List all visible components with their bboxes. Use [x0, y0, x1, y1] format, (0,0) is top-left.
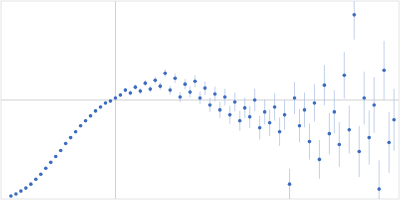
- error-bar: [379, 160, 380, 199]
- data-point: [218, 108, 222, 112]
- data-point: [387, 141, 391, 145]
- data-point: [29, 182, 33, 186]
- data-point: [183, 82, 187, 86]
- data-point: [39, 172, 43, 176]
- data-point: [352, 13, 356, 17]
- chart-svg: [0, 0, 400, 200]
- data-point: [134, 85, 138, 89]
- data-point: [233, 100, 237, 104]
- plot-area: [1, 0, 399, 200]
- data-point: [288, 182, 292, 186]
- data-point: [24, 186, 28, 190]
- chart-container: [0, 0, 400, 200]
- data-point: [59, 149, 63, 153]
- data-point: [84, 119, 88, 123]
- data-point: [79, 124, 83, 128]
- data-point: [114, 96, 118, 100]
- data-point: [298, 124, 302, 128]
- data-point: [243, 106, 247, 110]
- data-point: [377, 187, 381, 191]
- data-point: [178, 95, 182, 99]
- data-point: [49, 161, 53, 165]
- data-point: [158, 84, 162, 88]
- data-point: [148, 87, 152, 91]
- data-point: [223, 95, 227, 99]
- data-point: [263, 110, 267, 114]
- data-point: [119, 93, 123, 97]
- data-point: [44, 167, 48, 171]
- data-point: [143, 81, 147, 85]
- data-point: [318, 158, 322, 162]
- data-point: [69, 136, 73, 140]
- data-point: [9, 194, 13, 198]
- data-point: [124, 88, 128, 92]
- data-point: [268, 121, 272, 125]
- data-point: [323, 83, 327, 87]
- data-point: [193, 79, 197, 83]
- data-point: [313, 101, 317, 105]
- data-point: [129, 91, 133, 95]
- data-point: [19, 189, 23, 193]
- plot-frame: [1, 1, 399, 199]
- data-point: [253, 98, 257, 102]
- data-marks: [9, 1, 396, 199]
- data-point: [34, 177, 38, 181]
- data-point: [333, 110, 337, 114]
- data-point: [238, 119, 242, 123]
- data-point: [104, 101, 108, 105]
- data-point: [382, 69, 386, 73]
- data-point: [139, 89, 143, 93]
- data-point: [153, 78, 157, 82]
- data-point: [258, 126, 262, 130]
- data-point: [89, 114, 93, 118]
- error-bar: [354, 1, 355, 40]
- data-point: [228, 113, 232, 117]
- data-point: [94, 109, 98, 113]
- data-point: [293, 96, 297, 100]
- data-point: [198, 96, 202, 100]
- data-point: [283, 113, 287, 117]
- data-point: [188, 90, 192, 94]
- data-point: [338, 143, 342, 147]
- data-point: [99, 105, 103, 109]
- data-point: [64, 142, 68, 146]
- data-point: [213, 92, 217, 96]
- data-point: [357, 150, 361, 154]
- data-point: [203, 86, 207, 90]
- data-point: [248, 115, 252, 119]
- data-point: [208, 103, 212, 107]
- data-point: [342, 73, 346, 77]
- data-point: [367, 136, 371, 140]
- data-point: [328, 132, 332, 136]
- data-point: [303, 108, 307, 112]
- data-point: [109, 99, 113, 103]
- data-point: [14, 192, 18, 196]
- data-point: [278, 130, 282, 134]
- data-point: [74, 130, 78, 134]
- data-point: [173, 76, 177, 80]
- data-point: [168, 88, 172, 92]
- data-point: [308, 140, 312, 144]
- data-point: [347, 128, 351, 132]
- data-point: [163, 71, 167, 75]
- data-point: [273, 105, 277, 109]
- data-point: [362, 96, 366, 100]
- data-point: [392, 118, 396, 122]
- data-point: [372, 103, 376, 107]
- data-point: [54, 155, 58, 159]
